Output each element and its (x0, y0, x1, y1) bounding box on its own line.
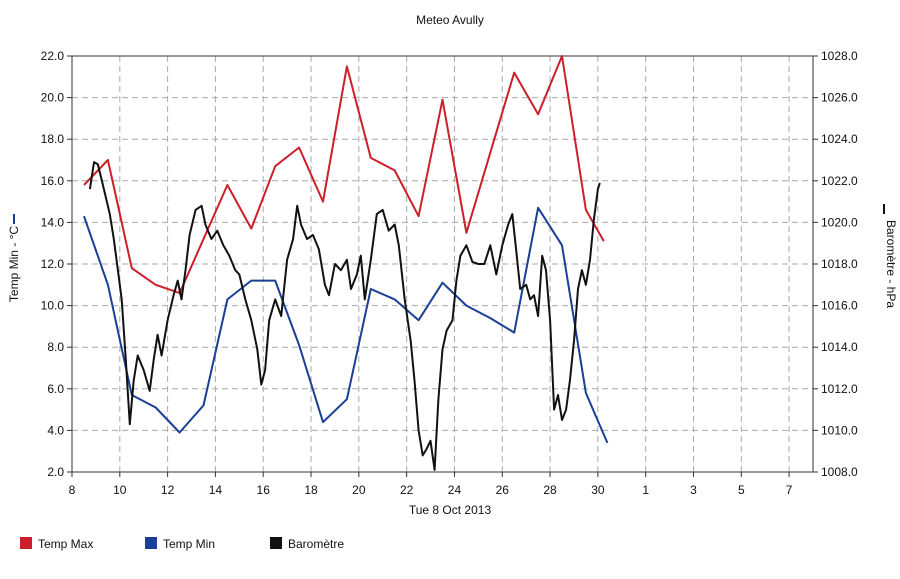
y2-tick-label: 1014.0 (821, 340, 858, 354)
legend-label: Baromètre (288, 537, 344, 551)
x-tick-label: 1 (642, 483, 649, 497)
legend-label: Temp Max (38, 537, 93, 551)
x-tick-label: 18 (304, 483, 318, 497)
x-tick-label: 8 (69, 483, 76, 497)
y-tick-label: 10.0 (41, 299, 65, 313)
y2-tick-label: 1028.0 (821, 49, 858, 63)
y2-tick-label: 1024.0 (821, 132, 858, 146)
x-tick-label: 16 (257, 483, 271, 497)
y2-tick-label: 1022.0 (821, 174, 858, 188)
y-tick-label: 6.0 (47, 382, 64, 396)
y-tick-label: 22.0 (41, 49, 65, 63)
x-tick-label: 12 (161, 483, 175, 497)
y-tick-label: 12.0 (41, 257, 65, 271)
legend-swatch (270, 537, 282, 549)
series-line (83, 55, 605, 295)
y2-tick-label: 1026.0 (821, 91, 858, 105)
x-tick-label: 14 (209, 483, 223, 497)
x-tick-label: 30 (591, 483, 605, 497)
y2-tick-label: 1018.0 (821, 257, 858, 271)
legend-label: Temp Min (163, 537, 215, 551)
legend-swatch (145, 537, 157, 549)
x-tick-label: 20 (352, 483, 366, 497)
chart-title: Meteo Avully (416, 13, 484, 27)
x-tick-label: 22 (400, 483, 414, 497)
y-tick-label: 8.0 (47, 340, 64, 354)
y2-tick-label: 1020.0 (821, 215, 858, 229)
y2-axis-label: Baromètre - hPa (884, 220, 898, 308)
y2-tick-label: 1012.0 (821, 382, 858, 396)
y-tick-label: 4.0 (47, 423, 64, 437)
y-tick-label: 14.0 (41, 215, 65, 229)
x-tick-label: 10 (113, 483, 127, 497)
x-tick-label: 24 (448, 483, 462, 497)
y2-tick-label: 1008.0 (821, 465, 858, 479)
x-tick-label: 26 (496, 483, 510, 497)
x-tick-label: 5 (738, 483, 745, 497)
series-line (88, 161, 601, 471)
y-tick-label: 18.0 (41, 132, 65, 146)
series-line (83, 206, 609, 444)
y-tick-label: 20.0 (41, 91, 65, 105)
plot-frame (71, 55, 814, 473)
y-axis-label: Temp Min - °C (7, 226, 21, 302)
x-tick-label: 28 (543, 483, 557, 497)
y-tick-label: 16.0 (41, 174, 65, 188)
y2-tick-label: 1016.0 (821, 299, 858, 313)
y2-tick-label: 1010.0 (821, 423, 858, 437)
x-tick-label: 7 (786, 483, 793, 497)
x-tick-label: 3 (690, 483, 697, 497)
legend-swatch (20, 537, 32, 549)
x-axis-label: Tue 8 Oct 2013 (409, 503, 492, 517)
y-tick-label: 2.0 (47, 465, 64, 479)
